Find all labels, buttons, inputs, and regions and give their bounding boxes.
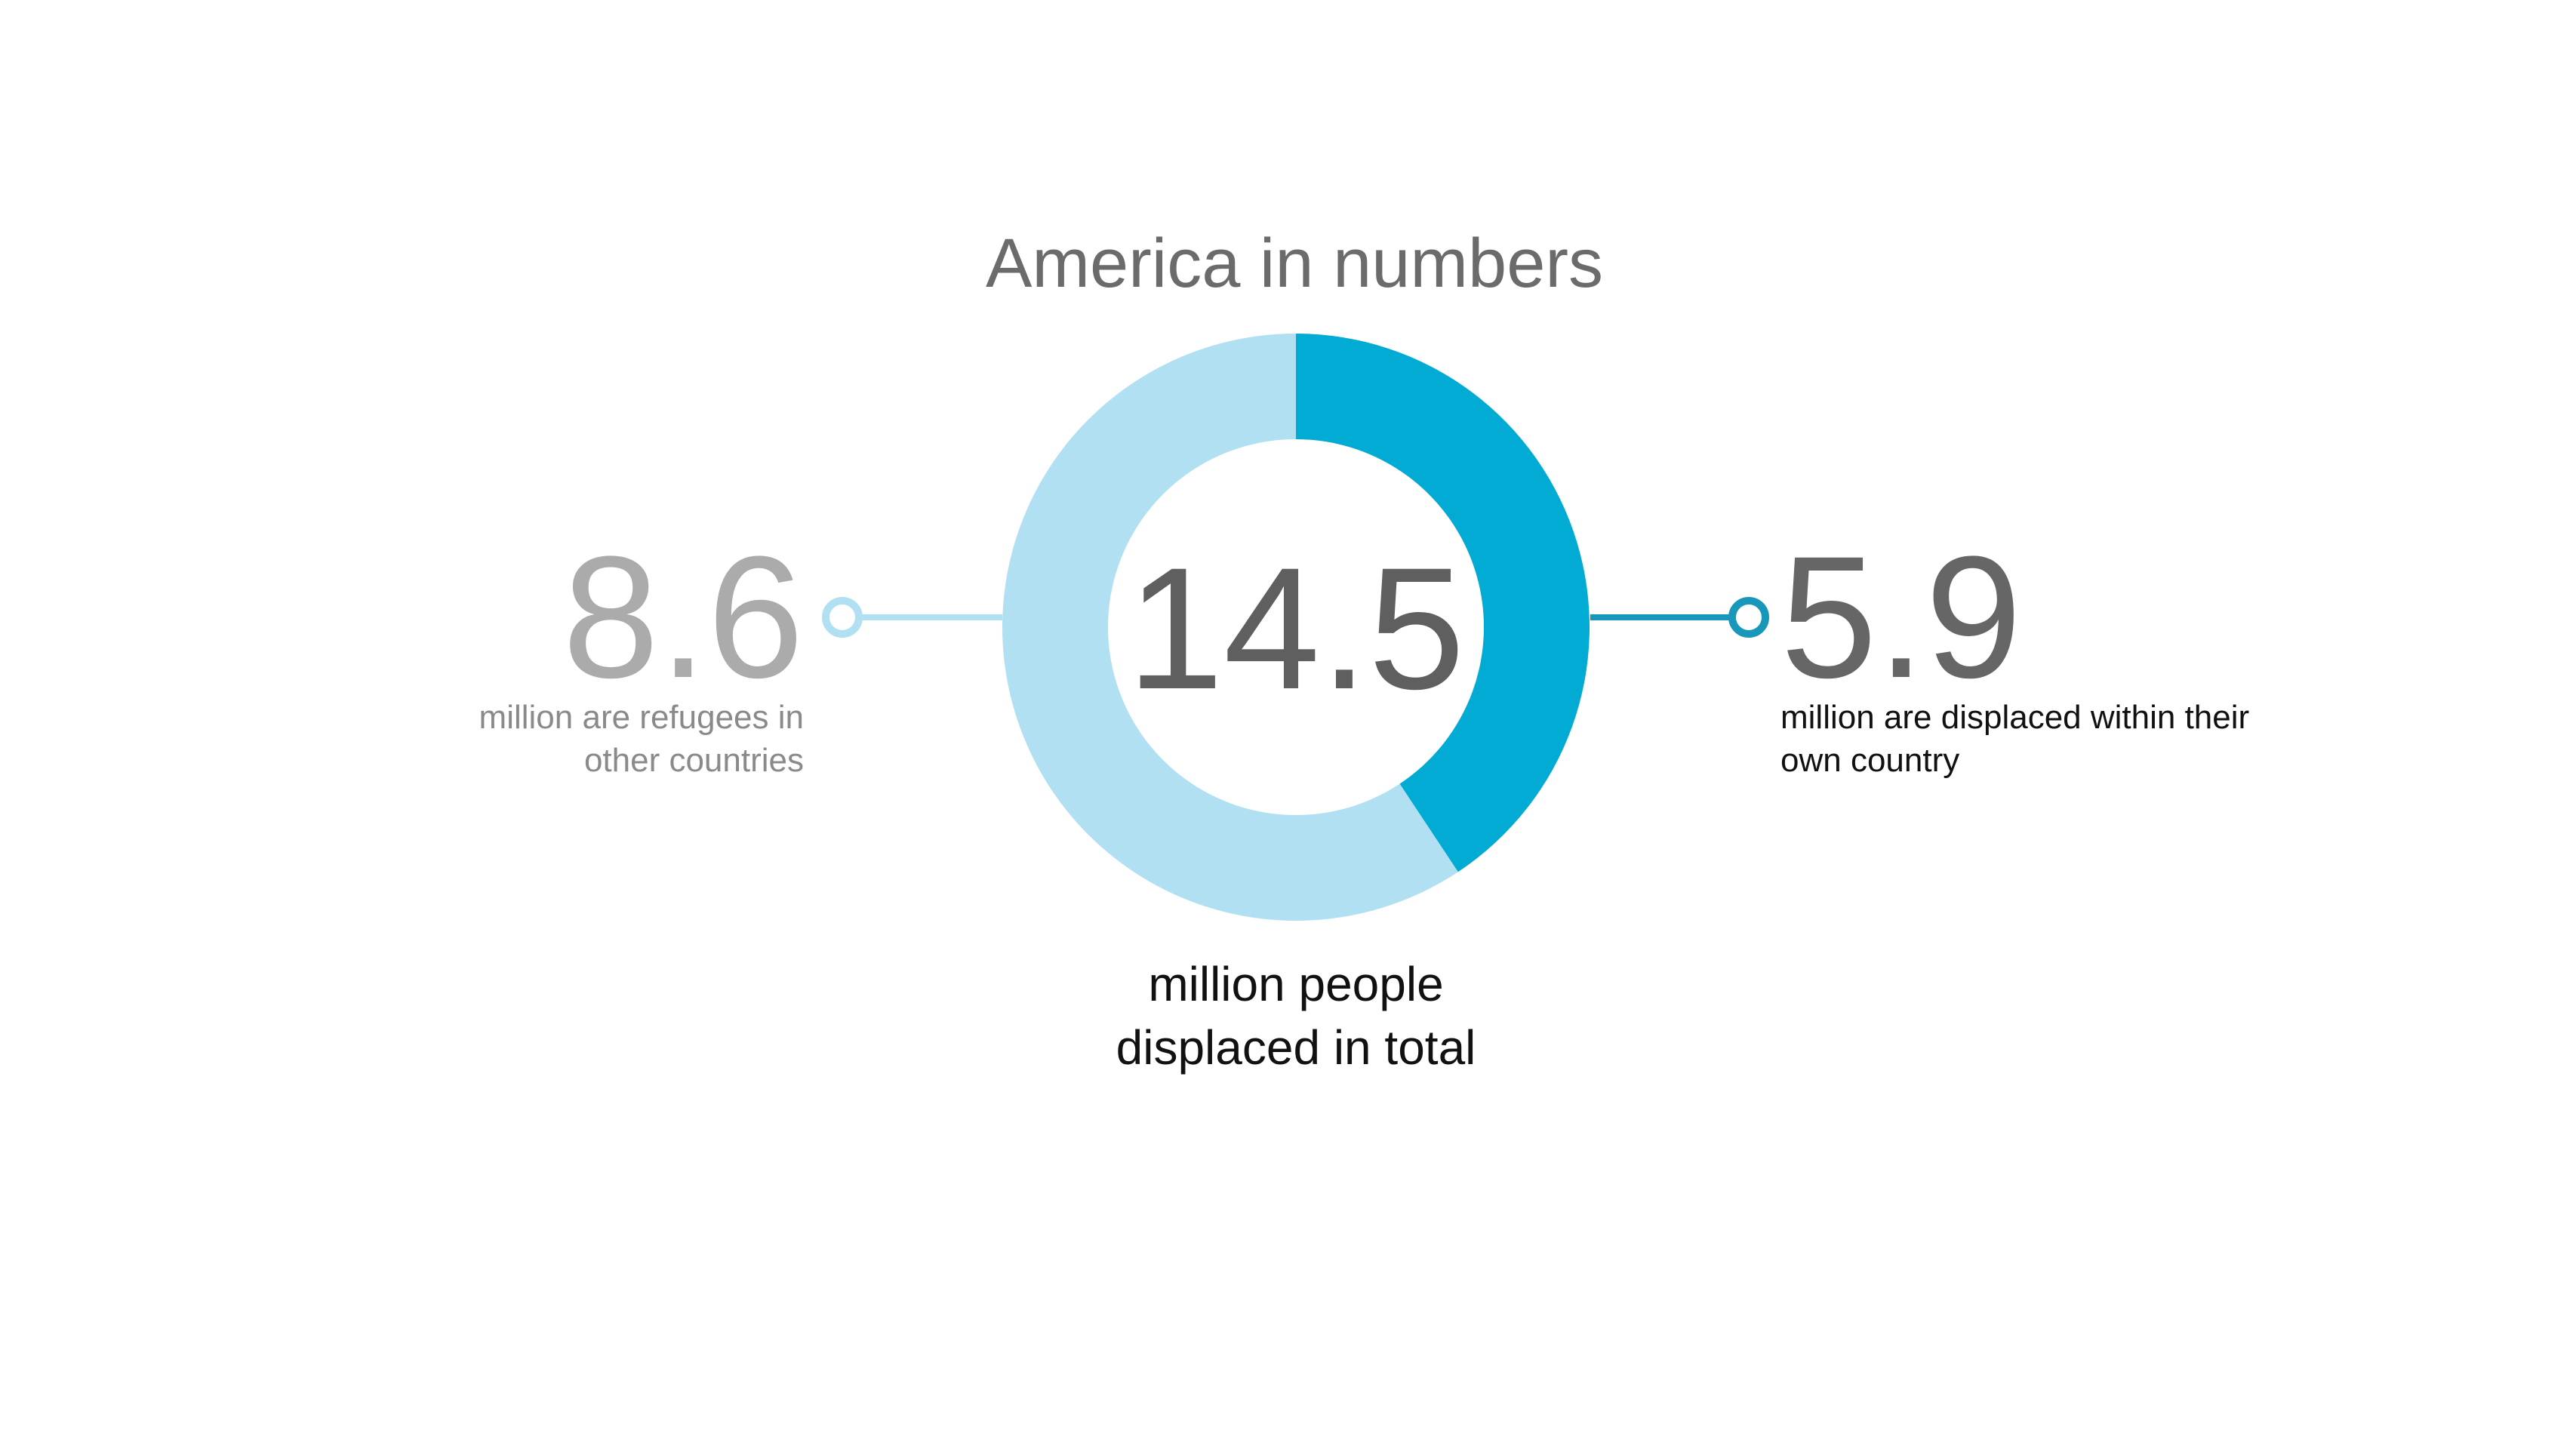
chart-title: America in numbers	[986, 225, 1603, 302]
donut-segment	[1002, 334, 1458, 921]
connector-dot	[822, 597, 863, 638]
value-label: 8.6	[562, 520, 804, 714]
value-label: 5.9	[1780, 520, 2022, 714]
segment-caption: million are refugees in other countries	[479, 699, 804, 779]
total-value: 14.5	[1127, 531, 1465, 725]
segment-caption: million are displaced within their own c…	[1780, 699, 2250, 779]
donut-segment	[1296, 334, 1590, 872]
connector-dot	[1728, 597, 1769, 638]
total-caption: million people displaced in total	[1116, 957, 1476, 1075]
